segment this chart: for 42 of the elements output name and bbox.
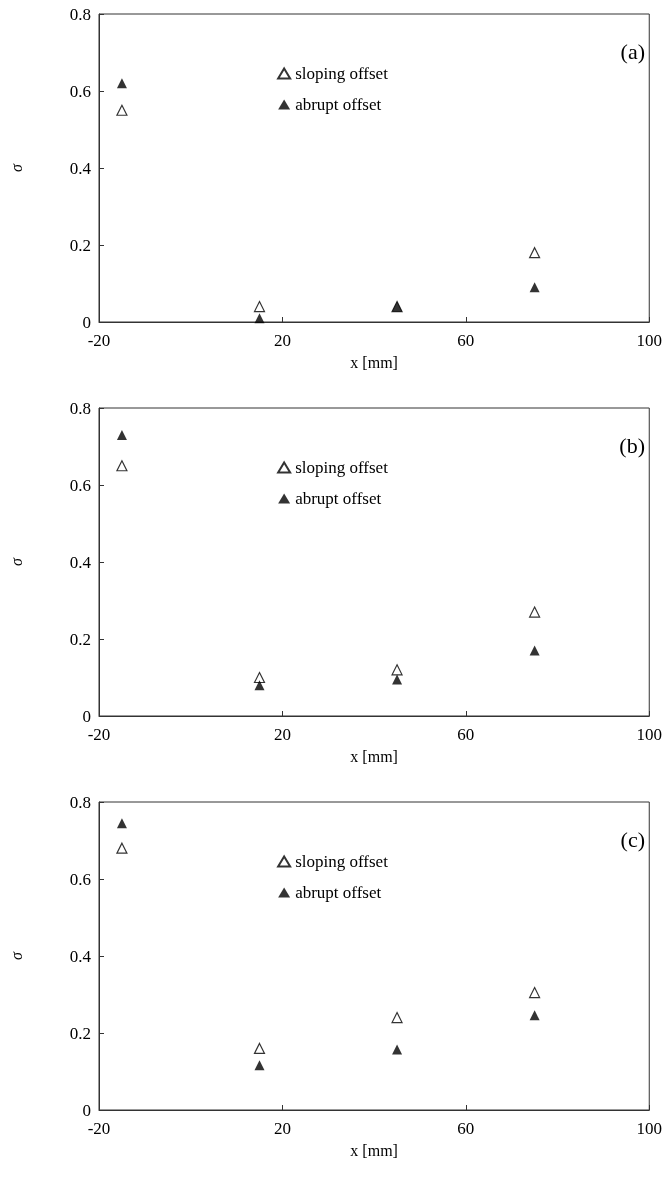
annotation: (b) [619, 432, 645, 458]
x-axis-title: x [mm] [350, 353, 398, 371]
x-tick-label: 100 [636, 1119, 662, 1138]
y-tick-label: 0 [82, 1100, 91, 1120]
y-axis-title: σ [7, 162, 25, 172]
legend-label: abrupt offset [295, 883, 382, 902]
x-tick-label: 60 [457, 1119, 475, 1138]
x-tick-label: 100 [636, 331, 662, 350]
y-tick-label: 0 [82, 706, 91, 726]
x-tick-label: -20 [87, 725, 111, 744]
y-tick-label: 0.8 [69, 792, 91, 812]
y-tick-label: 0 [82, 312, 91, 332]
y-tick-label: 0.6 [69, 869, 91, 889]
y-tick-label: 0.8 [69, 4, 91, 24]
legend-label: sloping offset [295, 852, 389, 871]
y-tick-label: 0.2 [69, 629, 91, 649]
x-tick-label: 60 [457, 331, 475, 350]
y-axis-title: σ [7, 950, 25, 960]
x-tick-label: 20 [273, 331, 291, 350]
x-tick-label: 20 [273, 725, 291, 744]
y-tick-label: 0.6 [69, 81, 91, 101]
x-axis-title: x [mm] [350, 747, 398, 765]
annotation: (a) [620, 38, 645, 64]
x-tick-label: 60 [457, 725, 475, 744]
y-tick-label: 0.8 [69, 398, 91, 418]
y-tick-label: 0.2 [69, 235, 91, 255]
y-tick-label: 0.6 [69, 475, 91, 495]
y-tick-label: 0.4 [69, 158, 92, 178]
legend-label: sloping offset [295, 458, 389, 477]
x-tick-label: 100 [636, 725, 662, 744]
legend-label: sloping offset [295, 64, 389, 83]
legend-label: abrupt offset [295, 95, 382, 114]
x-axis-title: x [mm] [350, 1141, 398, 1159]
legend-label: abrupt offset [295, 489, 382, 508]
x-tick-label: 20 [273, 1119, 291, 1138]
x-tick-label: -20 [87, 1119, 111, 1138]
y-tick-label: 0.4 [69, 946, 92, 966]
y-tick-label: 0.2 [69, 1023, 91, 1043]
y-tick-label: 0.4 [69, 552, 92, 572]
x-tick-label: -20 [87, 331, 111, 350]
annotation: (c) [620, 826, 645, 852]
y-axis-title: σ [7, 556, 25, 566]
